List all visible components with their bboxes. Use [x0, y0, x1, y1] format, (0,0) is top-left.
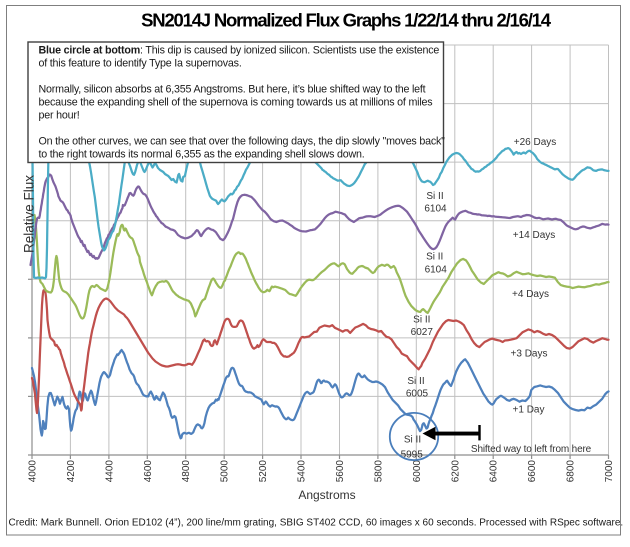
svg-text:SN2014J Normalized Flux Graphs: SN2014J Normalized Flux Graphs 1/22/14 t… [141, 10, 552, 31]
svg-text:6400: 6400 [489, 460, 500, 483]
svg-text:Normally, silicon absorbs at 6: Normally, silicon absorbs at 6,355 Angst… [39, 84, 426, 96]
svg-text:5995: 5995 [401, 450, 424, 461]
svg-text:5000: 5000 [220, 460, 231, 483]
svg-text:Relative Flux: Relative Flux [22, 175, 37, 253]
svg-text:6800: 6800 [566, 460, 577, 483]
svg-text:Si II: Si II [426, 252, 443, 263]
svg-text:4800: 4800 [181, 460, 192, 483]
svg-text:5200: 5200 [258, 460, 269, 483]
svg-text:+26 Days: +26 Days [514, 137, 557, 148]
svg-text:6200: 6200 [450, 460, 461, 483]
svg-text:to the right towards its norma: to the right towards its normal 6,355 as… [39, 149, 365, 161]
svg-text:Credit: Mark Bunnell. Orion ED: Credit: Mark Bunnell. Orion ED102 (4”), … [9, 518, 624, 529]
svg-text:4200: 4200 [66, 460, 77, 483]
svg-text:of this feature to identify Ty: of this feature to identify Type Ia supe… [39, 58, 242, 70]
svg-text:5400: 5400 [297, 460, 308, 483]
svg-text:Si II: Si II [407, 376, 424, 387]
svg-text:+14 Days: +14 Days [513, 230, 556, 241]
svg-text:Si II: Si II [426, 191, 443, 202]
svg-text:5800: 5800 [373, 460, 384, 483]
svg-text:Angstroms: Angstroms [298, 488, 355, 502]
svg-text:+4 Days: +4 Days [512, 289, 549, 300]
svg-text:because the expanding shell of: because the expanding shell of the super… [39, 97, 433, 109]
svg-text:Shifted way to left from here: Shifted way to left from here [471, 444, 592, 455]
svg-text:On the other curves, we can se: On the other curves, we can see that ove… [39, 136, 446, 148]
svg-text:6104: 6104 [424, 204, 447, 215]
svg-text:4000: 4000 [28, 460, 39, 483]
svg-text:6000: 6000 [412, 460, 423, 483]
svg-text:Si II: Si II [413, 314, 430, 325]
svg-text:per hour!: per hour! [39, 110, 80, 122]
svg-text:4600: 4600 [143, 460, 154, 483]
svg-text:+1 Day: +1 Day [513, 405, 545, 416]
svg-text:7000: 7000 [604, 460, 615, 483]
svg-text:6104: 6104 [425, 265, 448, 276]
svg-text:Si II: Si II [404, 434, 421, 445]
svg-text:6005: 6005 [406, 389, 429, 400]
svg-text:6027: 6027 [411, 327, 434, 338]
svg-text:5600: 5600 [335, 460, 346, 483]
svg-text:+3 Days: +3 Days [511, 349, 548, 360]
svg-text:Blue circle at bottom: This di: Blue circle at bottom: This dip is cause… [39, 45, 440, 57]
svg-text:4400: 4400 [104, 460, 115, 483]
svg-text:6600: 6600 [527, 460, 538, 483]
